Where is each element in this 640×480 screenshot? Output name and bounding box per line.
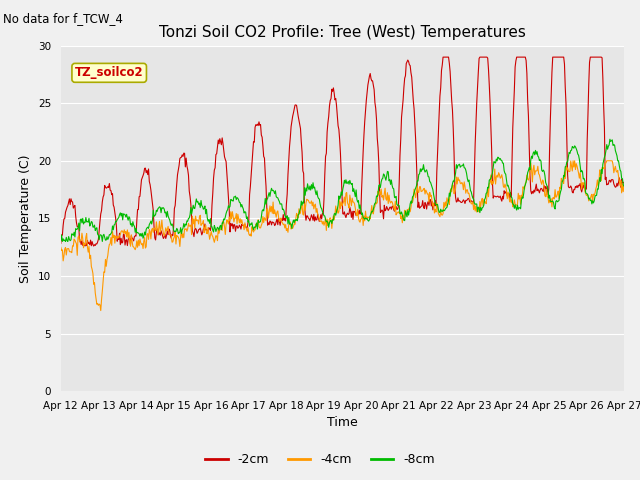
Y-axis label: Soil Temperature (C): Soil Temperature (C) <box>19 154 32 283</box>
Text: TZ_soilco2: TZ_soilco2 <box>75 66 143 79</box>
X-axis label: Time: Time <box>327 417 358 430</box>
Legend: -2cm, -4cm, -8cm: -2cm, -4cm, -8cm <box>200 448 440 471</box>
Text: No data for f_TCW_4: No data for f_TCW_4 <box>3 12 123 25</box>
Title: Tonzi Soil CO2 Profile: Tree (West) Temperatures: Tonzi Soil CO2 Profile: Tree (West) Temp… <box>159 25 526 40</box>
